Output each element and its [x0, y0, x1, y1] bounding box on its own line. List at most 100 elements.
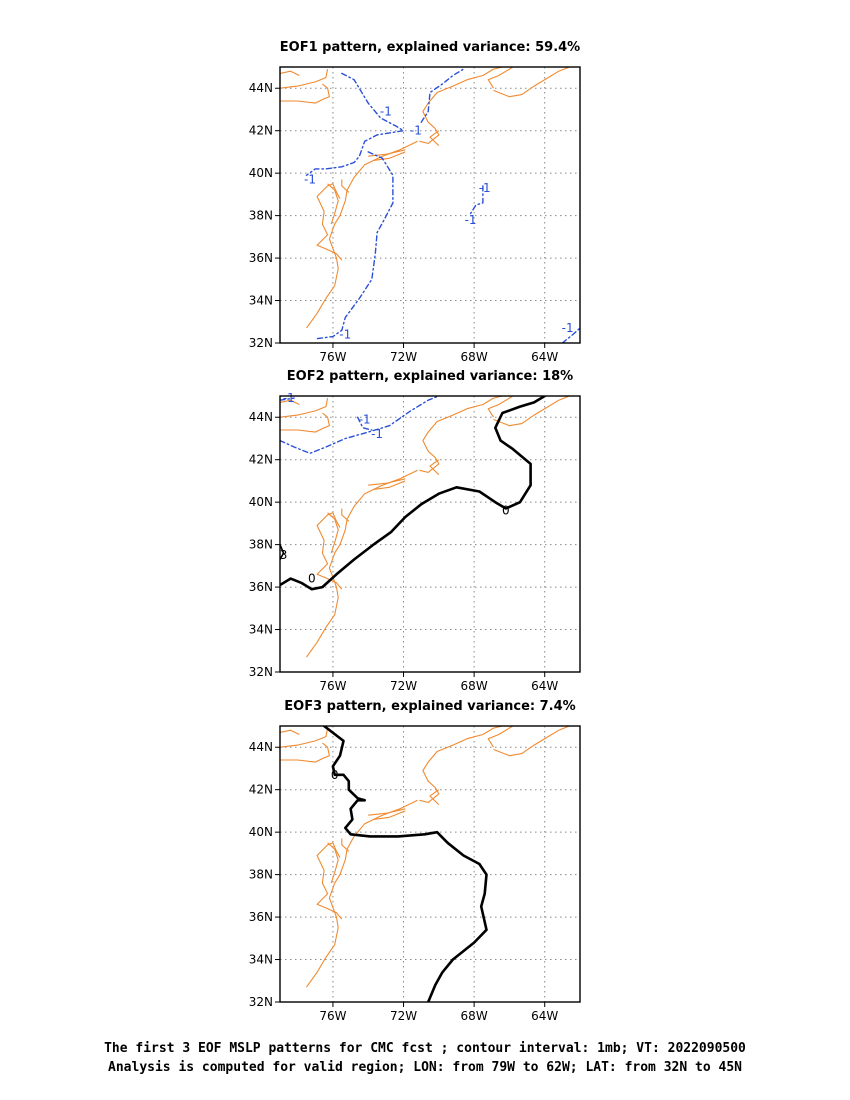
coastline — [280, 70, 300, 76]
y-tick-label: 40N — [249, 825, 273, 839]
contours — [322, 726, 488, 1002]
coastline — [368, 149, 406, 157]
x-tick-label: 64W — [531, 1009, 558, 1023]
y-tick-label: 38N — [249, 538, 273, 552]
coastline — [316, 183, 343, 261]
coastline — [429, 459, 440, 475]
negative-contour — [561, 327, 580, 343]
y-tick-label: 34N — [249, 953, 273, 967]
coastline — [341, 838, 350, 852]
panel-title: EOF2 pattern, explained variance: 18% — [287, 369, 573, 384]
coastline — [419, 726, 503, 803]
coastline — [419, 67, 503, 144]
coastline — [327, 512, 339, 554]
eof-panel-1: EOF1 pattern, explained variance: 59.4% -… — [249, 40, 581, 364]
y-tick-label: 42N — [249, 453, 273, 467]
contours — [280, 396, 546, 591]
y-tick-label: 44N — [249, 81, 273, 95]
coastline — [280, 399, 300, 405]
coastline — [373, 480, 406, 490]
contour-label: -1 — [359, 412, 371, 426]
coastline — [487, 726, 514, 748]
coastline — [429, 789, 440, 805]
eof-panel-3: EOF3 pattern, explained variance: 7.4% 0 4… — [249, 699, 581, 1023]
y-tick-label: 34N — [249, 294, 273, 308]
coastlines — [280, 67, 570, 329]
negative-contour — [280, 396, 440, 454]
coastline — [341, 508, 350, 522]
contour-label: -1 — [465, 213, 477, 227]
contour-label: -1 — [479, 181, 491, 195]
x-tick-label: 76W — [319, 350, 346, 364]
y-tick-label: 40N — [249, 166, 273, 180]
coastline — [493, 67, 570, 98]
coastline — [280, 397, 329, 418]
coastline — [316, 512, 343, 590]
negative-contour — [314, 151, 394, 340]
coastline — [419, 396, 503, 473]
coastline — [368, 478, 406, 486]
map-frame — [279, 66, 581, 344]
x-tick-label: 72W — [390, 679, 417, 693]
contour-label: -1 — [380, 105, 392, 119]
x-tick-label: 72W — [390, 1009, 417, 1023]
y-tick-label: 32N — [249, 995, 273, 1009]
zero-contour — [280, 543, 285, 561]
x-tick-label: 76W — [319, 1009, 346, 1023]
y-tick-label: 36N — [249, 580, 273, 594]
caption-line-2: Analysis is computed for valid region; L… — [108, 1060, 742, 1075]
eof-maps: EOF1 pattern, explained variance: 59.4% -… — [249, 40, 581, 1023]
contour-label: 0 — [331, 768, 339, 782]
coastline — [487, 396, 514, 418]
coastline — [327, 842, 339, 884]
contour-label: -1 — [410, 124, 422, 138]
grid-lines — [280, 726, 580, 1002]
coastline — [327, 183, 339, 225]
contour-label: -1 — [283, 391, 295, 405]
y-tick-label: 40N — [249, 495, 273, 509]
negative-contour — [420, 68, 465, 123]
y-tick-label: 36N — [249, 251, 273, 265]
coastline — [429, 130, 440, 146]
y-tick-label: 42N — [249, 783, 273, 797]
panel-title: EOF3 pattern, explained variance: 7.4% — [284, 699, 575, 714]
negative-contour — [356, 416, 373, 431]
coastline — [316, 842, 343, 920]
negative-contour — [469, 185, 484, 215]
x-tick-label: 68W — [461, 679, 488, 693]
coastline — [280, 729, 300, 735]
grid-lines — [280, 396, 580, 672]
coastline — [493, 396, 570, 427]
contour-label: 0 — [502, 504, 510, 518]
coastline — [280, 742, 330, 763]
y-tick-label: 32N — [249, 665, 273, 679]
x-tick-label: 64W — [531, 350, 558, 364]
negative-contour — [305, 72, 405, 176]
coastline — [280, 412, 330, 433]
coastline — [368, 808, 406, 816]
contour-label: -1 — [304, 173, 316, 187]
grid-lines — [280, 67, 580, 343]
contour-label: -1 — [339, 328, 351, 342]
y-tick-label: 38N — [249, 209, 273, 223]
coastlines — [280, 396, 570, 658]
y-tick-label: 36N — [249, 910, 273, 924]
coastline — [341, 179, 350, 193]
y-tick-label: 44N — [249, 740, 273, 754]
coastline — [280, 83, 330, 104]
contours — [305, 68, 580, 343]
y-tick-label: 44N — [249, 410, 273, 424]
contour-label: -1 — [562, 321, 574, 335]
x-tick-label: 72W — [390, 350, 417, 364]
y-tick-label: 42N — [249, 124, 273, 138]
zero-contour — [280, 396, 546, 591]
y-tick-label: 38N — [249, 868, 273, 882]
x-tick-label: 64W — [531, 679, 558, 693]
map-frame — [279, 395, 581, 673]
coastline — [373, 810, 406, 820]
panel-title: EOF1 pattern, explained variance: 59.4% — [280, 40, 580, 55]
x-tick-label: 76W — [319, 679, 346, 693]
eof-panel-2: EOF2 pattern, explained variance: 18% -1 -… — [249, 369, 581, 693]
caption-line-1: The first 3 EOF MSLP patterns for CMC fc… — [104, 1041, 746, 1056]
coastline — [493, 726, 570, 757]
